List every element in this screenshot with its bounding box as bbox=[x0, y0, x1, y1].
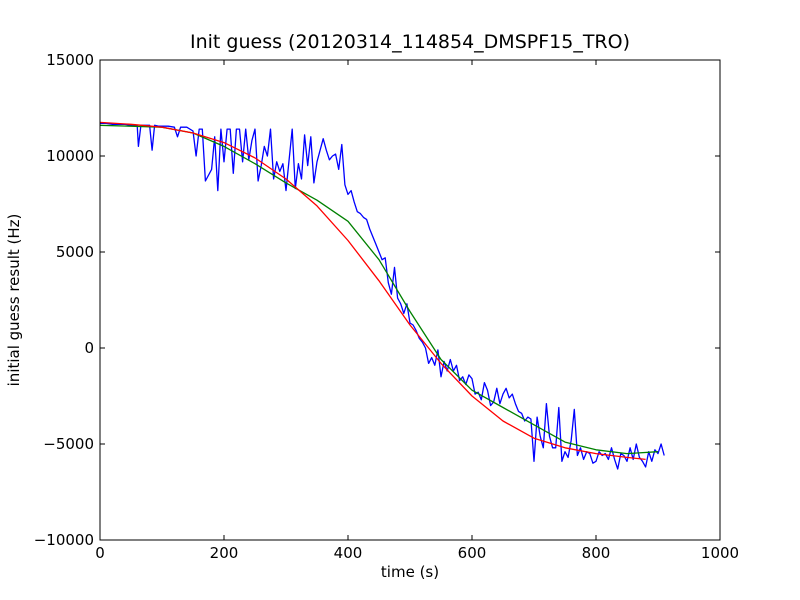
x-tick-label: 600 bbox=[458, 544, 487, 562]
plot-area: 0 200 400 600 800 1000 −10000 −5000 0 5000 10000 15… bbox=[34, 51, 739, 562]
x-axis-label: time (s) bbox=[381, 563, 439, 581]
x-tick-label: 0 bbox=[95, 544, 105, 562]
axes-frame bbox=[99, 59, 721, 541]
chart-title: Init guess (20120314_114854_DMSPF15_TRO) bbox=[190, 31, 630, 53]
y-tick-label: 10000 bbox=[46, 147, 94, 165]
y-tick-label: 15000 bbox=[46, 51, 94, 69]
y-tick-label: 5000 bbox=[56, 243, 94, 261]
y-tick-label: 0 bbox=[84, 339, 94, 357]
y-tick-label: −5000 bbox=[43, 435, 94, 453]
x-tick-label: 800 bbox=[582, 544, 611, 562]
x-tick-label: 200 bbox=[210, 544, 239, 562]
y-tick-label: −10000 bbox=[34, 531, 94, 549]
x-tick-label: 1000 bbox=[701, 544, 739, 562]
y-axis-label: initial guess result (Hz) bbox=[5, 214, 23, 387]
series-line-3 bbox=[100, 121, 646, 461]
x-tick-label: 400 bbox=[334, 544, 363, 562]
